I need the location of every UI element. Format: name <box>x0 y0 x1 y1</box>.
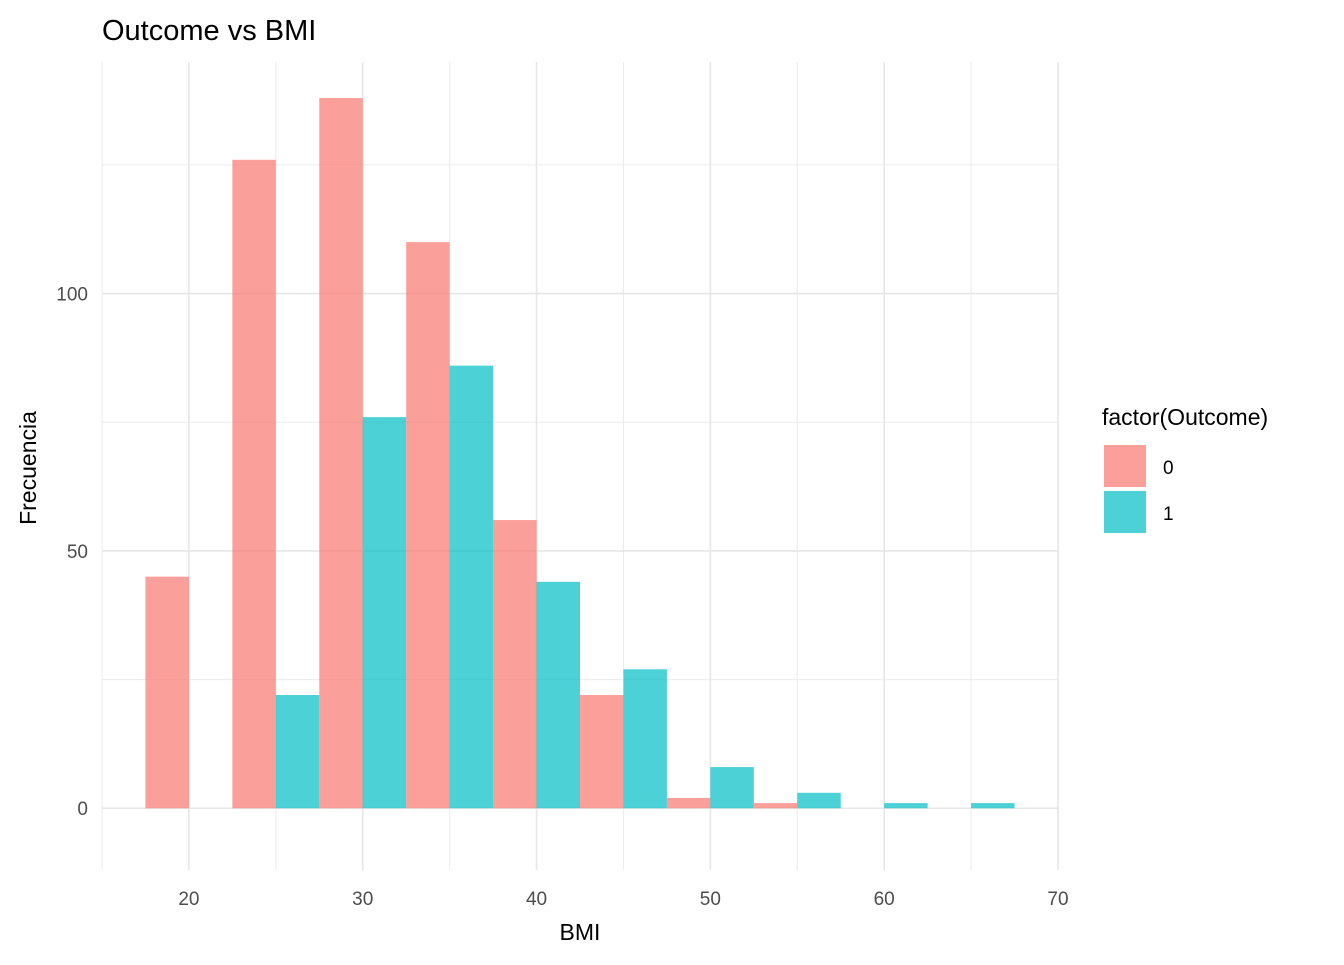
y-tick-label: 100 <box>56 285 88 306</box>
bar-outcome-1-bmi-50 <box>710 767 754 809</box>
bar-outcome-0-bmi-35 <box>406 242 450 809</box>
bar-outcome-0-bmi-50 <box>666 797 711 809</box>
bars-layer <box>145 98 1015 809</box>
legend-label-1: 1 <box>1163 504 1174 525</box>
legend-title: factor(Outcome) <box>1102 404 1268 430</box>
x-tick-label: 40 <box>526 889 547 910</box>
x-tick-label: 70 <box>1047 889 1068 910</box>
bar-outcome-0-bmi-40 <box>493 520 537 809</box>
bar-outcome-0-bmi-45 <box>580 695 624 809</box>
x-tick-label: 60 <box>874 889 895 910</box>
bar-outcome-1-bmi-35 <box>449 365 494 809</box>
bar-outcome-0-bmi-55 <box>753 803 798 809</box>
bar-outcome-0-bmi-30 <box>319 98 363 809</box>
bar-outcome-0-bmi-25 <box>232 159 276 809</box>
legend: factor(Outcome) 01 <box>1102 404 1268 533</box>
y-axis-title: Frecuencia <box>15 411 41 525</box>
y-tick-label: 50 <box>67 542 88 563</box>
bar-outcome-1-bmi-30 <box>362 417 407 809</box>
legend-items: 01 <box>1104 445 1174 533</box>
bar-outcome-1-bmi-65 <box>971 803 1015 809</box>
legend-key-0 <box>1104 445 1146 487</box>
x-axis-title: BMI <box>560 919 601 945</box>
bar-outcome-1-bmi-40 <box>536 581 580 809</box>
legend-key-1 <box>1104 491 1146 533</box>
axis-labels-layer: 20 30 40 50 60 70 0 50 100 <box>56 285 1068 910</box>
bar-outcome-0-bmi-20 <box>145 576 189 809</box>
bar-outcome-1-bmi-25 <box>275 695 320 809</box>
x-tick-label: 20 <box>178 889 199 910</box>
y-tick-label: 0 <box>77 799 88 820</box>
x-tick-label: 50 <box>700 889 721 910</box>
chart-title: Outcome vs BMI <box>102 15 316 47</box>
legend-label-0: 0 <box>1163 458 1174 479</box>
bar-outcome-1-bmi-60 <box>884 803 928 809</box>
x-tick-label: 30 <box>352 889 373 910</box>
bar-outcome-1-bmi-55 <box>797 792 841 809</box>
bar-outcome-1-bmi-45 <box>623 669 667 809</box>
